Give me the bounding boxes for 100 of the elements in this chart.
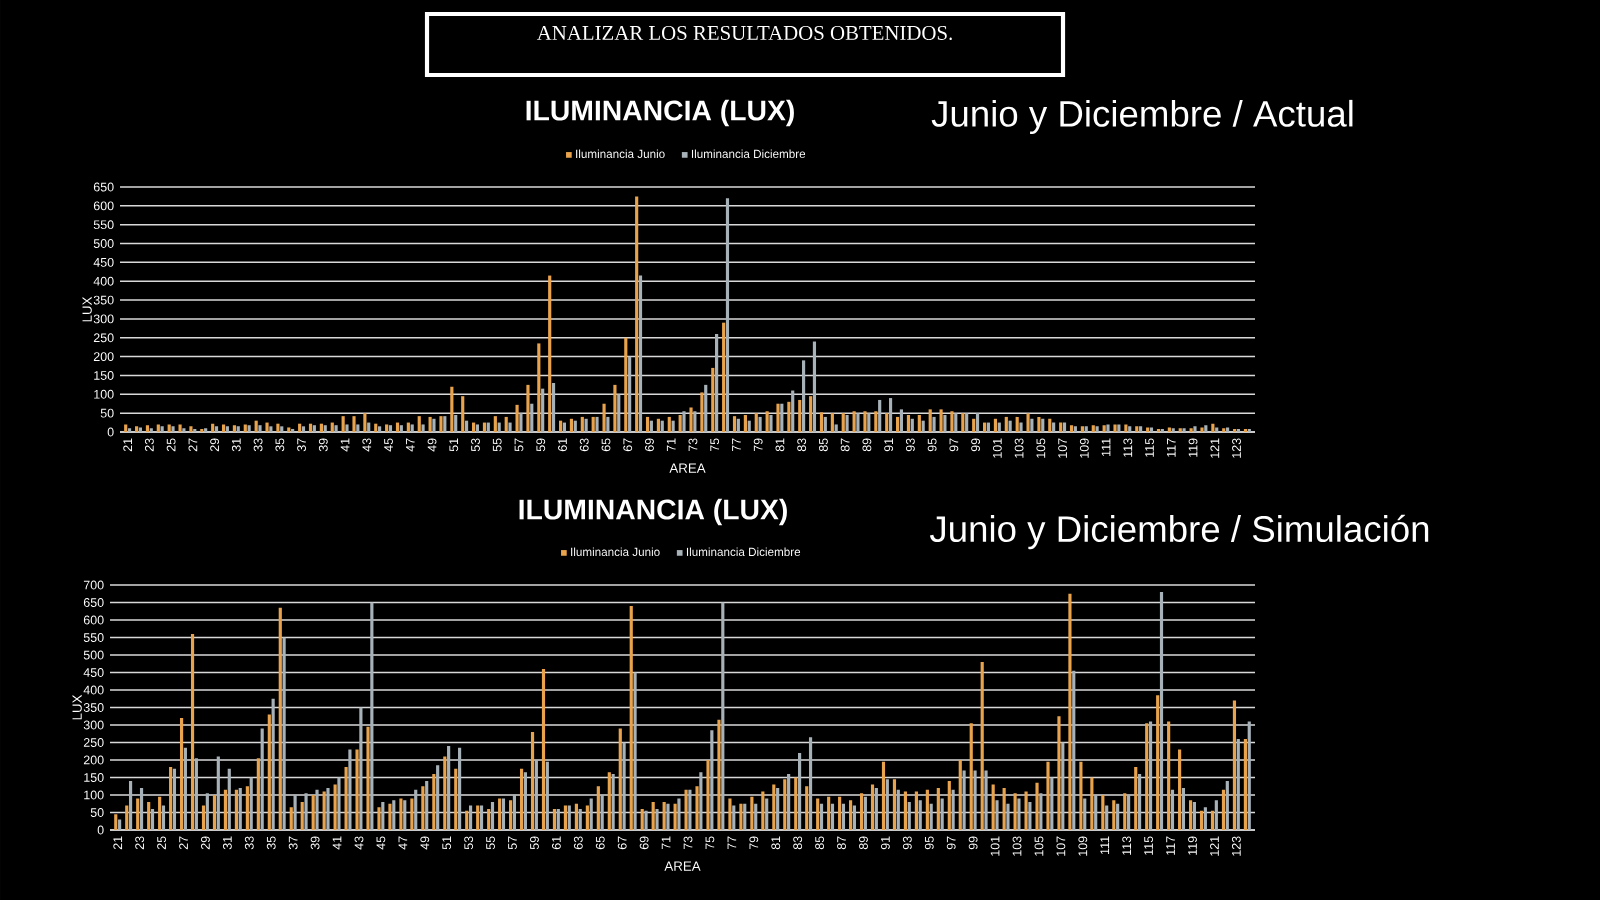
bar [1091,425,1095,432]
bar [214,426,219,432]
y-tick-label: 100 [84,790,104,800]
x-tick-label: 115 [1144,836,1153,855]
bar [156,424,160,432]
x-tick-label: 99 [971,438,981,452]
x-tick-label: 51 [442,836,452,850]
bar [439,416,443,432]
bar [526,384,530,432]
bar [1116,803,1120,830]
bar [124,424,128,432]
bar [1123,793,1127,830]
bar [761,791,765,830]
bar [260,728,264,830]
bar [319,423,323,432]
bar [378,426,382,432]
bar [644,810,648,830]
bar [591,416,595,432]
bar [395,422,400,432]
bar [238,787,242,830]
bar [1095,426,1099,432]
bar [596,786,600,830]
x-tick-label: 37 [297,438,306,452]
bar [834,424,838,432]
y-tick-label: 200 [93,352,114,362]
bar [541,668,546,830]
bar [728,798,732,830]
bar [940,798,944,830]
bar [699,772,703,830]
bar [1083,798,1087,830]
bar [1008,420,1012,432]
chart-title: ILUMINANCIA (LUX) [519,498,787,526]
y-tick-label: 0 [107,427,114,437]
x-tick-label: 91 [880,836,890,850]
x-tick-label: 75 [710,438,720,452]
bar [450,386,454,432]
bar [232,425,237,432]
chart-subtitle: Junio y Diciembre / Simulación [929,514,1429,550]
bar [580,416,584,432]
x-tick-label: 67 [623,438,633,452]
bar [169,766,173,830]
bar [139,787,144,830]
bar [454,415,458,432]
y-tick-label: 600 [93,201,114,211]
bar [1182,428,1186,432]
bar [1193,426,1197,432]
bar [1222,428,1226,432]
x-tick-label: 73 [683,836,693,850]
bar [972,418,976,432]
bar [747,420,751,432]
bar [374,423,378,432]
bar [1037,416,1041,432]
x-tick-label: 83 [793,836,803,850]
y-axis-title: LUX [72,694,82,720]
bar [432,418,436,432]
bar [558,420,563,432]
bar [736,418,740,432]
bar [928,409,932,432]
x-tick-label: 123 [1231,836,1241,856]
bar [667,416,671,432]
x-tick-label: 101 [990,836,1000,856]
y-tick-label: 50 [90,808,104,817]
bar [158,796,162,830]
x-tick-label: 111 [1101,438,1111,456]
bar [1080,426,1084,432]
x-tick-label: 43 [354,836,364,850]
chart-title: ILUMINANCIA (LUX) [526,99,794,127]
bar [356,424,360,432]
bar [722,322,726,432]
bar [711,367,715,432]
bar [816,798,820,830]
x-tick-label: 71 [661,836,671,850]
bar [475,424,480,432]
bar [765,798,769,830]
bar [878,399,882,432]
x-tick-label: 109 [1079,438,1089,458]
bar [145,425,150,432]
bar [205,793,209,830]
x-tick-label: 75 [705,836,715,850]
bar [334,425,338,432]
bar [830,413,834,432]
bar [172,768,177,830]
bar [1247,428,1251,432]
bar [1204,425,1208,432]
bar [754,413,758,432]
bar [633,672,637,830]
bar [798,752,802,830]
bar [1069,425,1074,432]
bar [808,737,813,830]
bar [221,424,226,432]
x-tick-label: 57 [514,438,524,452]
bar [1178,749,1182,830]
x-tick-label: 41 [340,438,350,452]
bar [1026,413,1030,432]
x-tick-label: 113 [1122,836,1132,855]
bar [1072,670,1076,830]
bar [1127,794,1131,830]
bar [969,723,973,830]
bar [392,800,396,830]
x-tick-label: 89 [862,438,872,452]
